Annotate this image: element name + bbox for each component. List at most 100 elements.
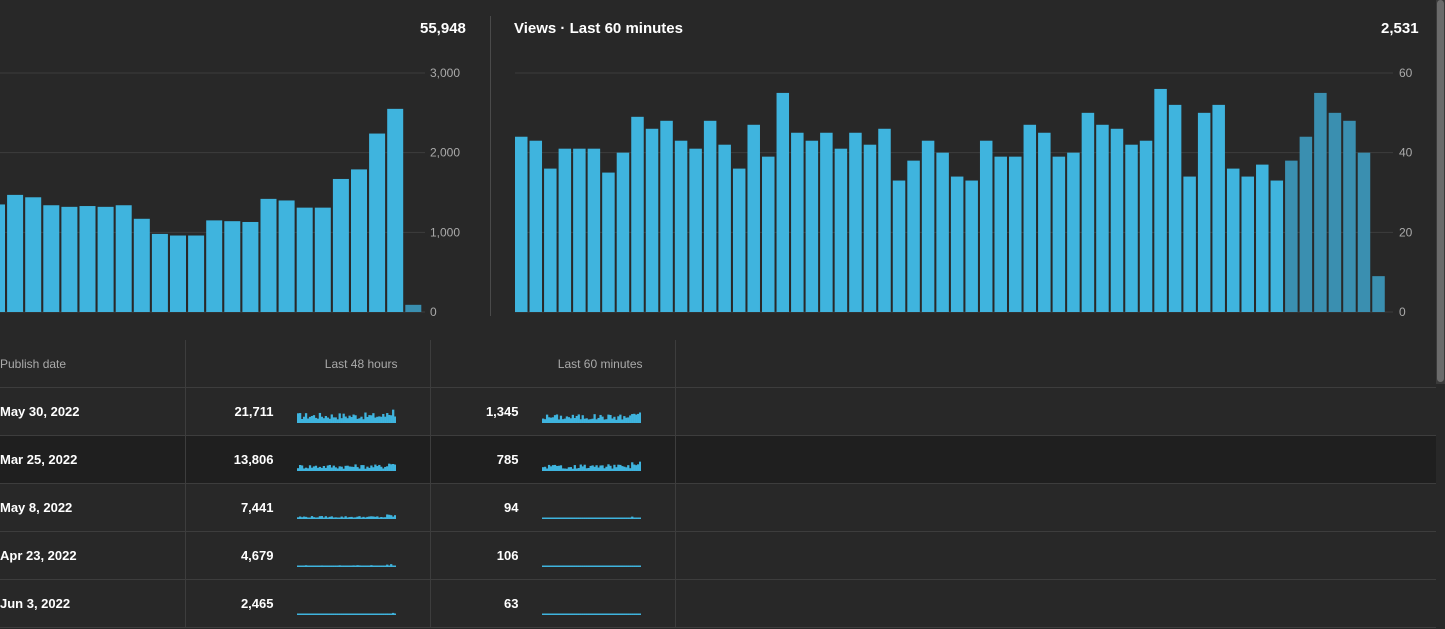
bar[interactable] <box>558 148 572 312</box>
bar[interactable] <box>1009 156 1022 312</box>
bar[interactable] <box>820 132 833 312</box>
bar[interactable] <box>151 233 168 312</box>
spark-bar <box>553 464 556 471</box>
bar[interactable] <box>1372 276 1385 312</box>
bar[interactable] <box>791 132 804 312</box>
bar[interactable] <box>260 198 277 312</box>
bar[interactable] <box>878 128 891 312</box>
bar[interactable] <box>1357 152 1371 312</box>
bar[interactable] <box>296 207 313 312</box>
bar[interactable] <box>133 218 150 312</box>
bar[interactable] <box>907 160 920 312</box>
spark-bar <box>541 418 544 423</box>
bar[interactable] <box>1052 156 1066 312</box>
bar[interactable] <box>61 206 78 312</box>
table-row[interactable]: Apr 23, 2022 4,679 106 <box>0 531 1436 580</box>
spark-bar <box>377 464 380 471</box>
bar[interactable] <box>645 128 659 312</box>
bar[interactable] <box>703 120 717 312</box>
bar[interactable] <box>1023 124 1037 313</box>
bar[interactable] <box>1328 112 1342 312</box>
bar[interactable] <box>602 172 615 312</box>
bar[interactable] <box>994 156 1007 312</box>
bar[interactable] <box>1125 144 1138 312</box>
table-row[interactable]: Jun 3, 2022 2,465 63 <box>0 579 1436 628</box>
bar[interactable] <box>1270 180 1284 312</box>
bar[interactable] <box>7 194 24 312</box>
bar[interactable] <box>1343 120 1356 312</box>
bar[interactable] <box>1256 164 1269 312</box>
bar[interactable] <box>1226 168 1240 312</box>
spark-bar <box>575 613 578 615</box>
bar[interactable] <box>1212 104 1225 312</box>
bar[interactable] <box>242 221 259 312</box>
bar[interactable] <box>689 148 702 312</box>
bar[interactable] <box>206 220 223 312</box>
bar[interactable] <box>936 152 949 312</box>
bar[interactable] <box>544 168 557 312</box>
bar[interactable] <box>351 169 367 312</box>
header-last-48-hours[interactable]: Last 48 hours <box>185 340 431 388</box>
bar[interactable] <box>674 140 688 312</box>
bar[interactable] <box>616 152 630 312</box>
bar[interactable] <box>314 207 331 312</box>
bar[interactable] <box>762 156 775 312</box>
bar[interactable] <box>25 197 42 312</box>
bar[interactable] <box>776 92 790 313</box>
bar[interactable] <box>979 140 993 312</box>
bar[interactable] <box>834 148 848 312</box>
bar[interactable] <box>1183 176 1196 312</box>
bar[interactable] <box>863 144 877 312</box>
bar[interactable] <box>332 178 349 312</box>
bar[interactable] <box>921 140 935 312</box>
bar[interactable] <box>1197 112 1211 312</box>
bar[interactable] <box>1110 128 1124 312</box>
bar[interactable] <box>965 180 978 312</box>
views-48h-bar-chart[interactable]: 3,000 2,000 1,000 0 <box>0 0 470 330</box>
bar[interactable] <box>1096 124 1109 313</box>
table-row[interactable]: May 30, 2022 21,711 1,345 <box>0 387 1436 436</box>
bar[interactable] <box>1299 136 1313 312</box>
header-publish-date[interactable]: Publish date <box>0 340 186 388</box>
bar[interactable] <box>718 144 731 312</box>
bar[interactable] <box>732 168 746 312</box>
bar[interactable] <box>1067 152 1080 312</box>
bar[interactable] <box>529 140 543 312</box>
bar[interactable] <box>97 206 114 312</box>
bar[interactable] <box>1154 88 1167 312</box>
bar[interactable] <box>892 180 906 312</box>
bar[interactable] <box>1139 140 1153 312</box>
sparkline <box>541 613 641 615</box>
bar[interactable] <box>1285 160 1298 312</box>
bar[interactable] <box>950 176 964 312</box>
bar[interactable] <box>1314 92 1327 313</box>
bar[interactable] <box>387 108 404 312</box>
bar[interactable] <box>170 235 186 312</box>
bar[interactable] <box>573 148 586 312</box>
bar[interactable] <box>1081 112 1095 312</box>
page-scrollbar[interactable] <box>1436 0 1445 384</box>
bar[interactable] <box>0 204 5 312</box>
scrollbar-thumb[interactable] <box>1437 0 1444 382</box>
bar[interactable] <box>369 133 386 312</box>
bar[interactable] <box>587 148 601 312</box>
bar[interactable] <box>1241 176 1255 312</box>
bar[interactable] <box>1168 104 1182 312</box>
bar[interactable] <box>278 200 295 312</box>
bar[interactable] <box>631 116 644 312</box>
bar[interactable] <box>79 206 96 312</box>
bar[interactable] <box>1038 132 1051 312</box>
header-last-60-minutes[interactable]: Last 60 minutes <box>430 340 676 388</box>
bar[interactable] <box>747 124 760 313</box>
bar[interactable] <box>660 120 673 312</box>
bar[interactable] <box>405 304 422 312</box>
bar[interactable] <box>805 140 819 312</box>
bar[interactable] <box>188 235 205 312</box>
bar[interactable] <box>43 205 60 312</box>
bar[interactable] <box>849 132 862 312</box>
table-row[interactable]: Mar 25, 2022 13,806 785 <box>0 435 1436 484</box>
table-row[interactable]: May 8, 2022 7,441 94 <box>0 483 1436 532</box>
bar[interactable] <box>115 205 132 312</box>
bar[interactable] <box>515 136 528 312</box>
bar[interactable] <box>224 221 241 312</box>
